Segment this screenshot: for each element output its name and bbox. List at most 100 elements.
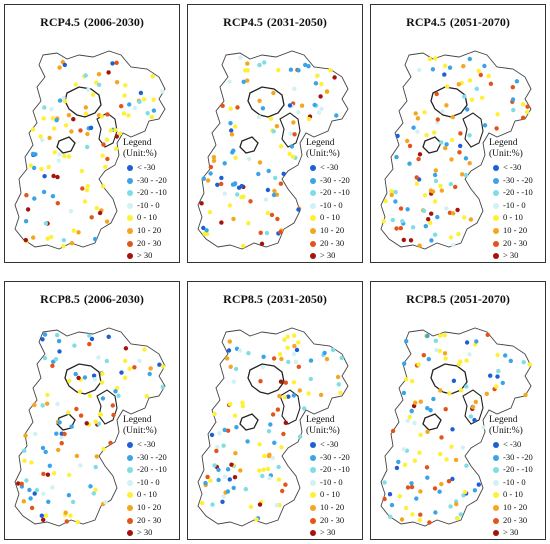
station-dot [76,375,81,381]
station-dot [308,376,313,382]
station-dot [415,129,420,134]
station-dot [122,93,127,98]
station-dot [263,197,269,202]
station-dot [511,107,516,113]
station-dot [438,183,443,189]
station-dot [405,418,410,423]
station-dot [407,161,412,166]
station-dot [29,505,35,511]
station-dot [443,356,448,361]
station-dot [226,348,232,353]
station-dot [59,435,64,440]
legend-item: -20 - -10 [306,186,362,199]
station-dot [425,429,430,434]
station-dot [319,81,324,87]
station-dot [417,67,422,73]
legend-swatch [493,190,499,197]
legend-item: 0 - 10 [123,488,179,501]
station-dot [444,457,449,462]
station-dot [243,487,248,492]
beijing-boundary [430,86,468,118]
legend: Legend (Unit:%) < -30 -30 - -20 -20 - -10 -10… [306,415,362,539]
station-dot [435,117,440,122]
station-dot [467,352,472,357]
region-outline [14,50,166,250]
station-dot [510,85,515,90]
station-dot [199,201,204,206]
station-dot [160,89,165,94]
station-dot [108,440,113,446]
station-dot [464,340,470,345]
station-dot [272,440,277,445]
legend-label: 0 - 10 [137,212,157,223]
station-dot [40,445,46,451]
station-dot [229,462,234,467]
legend-item: 20 - 30 [489,237,545,250]
station-dot [87,333,92,338]
legend-label: 20 - 30 [503,237,528,248]
legend-swatch [493,517,499,524]
station-dot [50,363,55,368]
station-dot [299,103,305,108]
station-dot [260,473,265,479]
station-dot [463,156,469,161]
station-dot [219,175,224,181]
legend-swatch [127,467,133,474]
beijing-boundary [247,86,285,118]
station-dot [318,94,323,99]
station-dot [114,80,120,85]
station-dot [469,97,475,103]
station-dot [306,64,311,69]
station-dot [461,94,467,99]
station-dot [56,447,61,453]
station-dot [235,105,240,110]
station-dot [157,362,162,367]
legend-swatch [127,215,133,222]
station-dot [328,68,333,73]
station-dot [45,392,50,398]
station-dot [437,348,442,354]
station-dot [50,194,56,199]
station-dot [266,453,272,459]
beijing-boundary [64,86,102,118]
legend-label: > 30 [320,527,336,538]
legend-label: > 30 [503,250,519,261]
legend-swatch [493,504,499,511]
station-dot [387,492,393,497]
station-dot [91,373,97,378]
station-dot [459,388,464,393]
station-dot [440,109,445,114]
station-dot [46,164,51,170]
station-dot [286,359,291,365]
station-dot [256,114,262,120]
station-dot [110,61,115,66]
station-dot [22,448,27,453]
legend-label: 20 - 30 [503,514,528,525]
station-dot [410,225,416,230]
legend-item: -10 - 0 [489,199,545,212]
station-dot [444,206,449,211]
station-dot [330,347,336,353]
legend-item: > 30 [306,526,362,539]
station-dot [85,131,90,137]
station-dot [429,211,434,216]
legend-label: -20 - -10 [320,464,350,475]
station-dot [265,187,271,193]
legend-label: < -30 [137,439,156,449]
station-dot [381,218,386,224]
station-dot [89,336,95,342]
legend-item: 10 - 20 [306,501,362,514]
station-dot [476,482,481,487]
station-dot [485,332,490,337]
station-dot [439,435,444,440]
legend-swatch [310,504,316,511]
station-dot [412,420,417,426]
station-dot [28,163,33,168]
station-dot [245,61,250,66]
station-dot [268,422,273,427]
station-dot [62,153,67,159]
station-dot [465,107,470,112]
legend-swatch [127,517,133,524]
station-dot [456,82,461,87]
station-dot [92,377,98,382]
